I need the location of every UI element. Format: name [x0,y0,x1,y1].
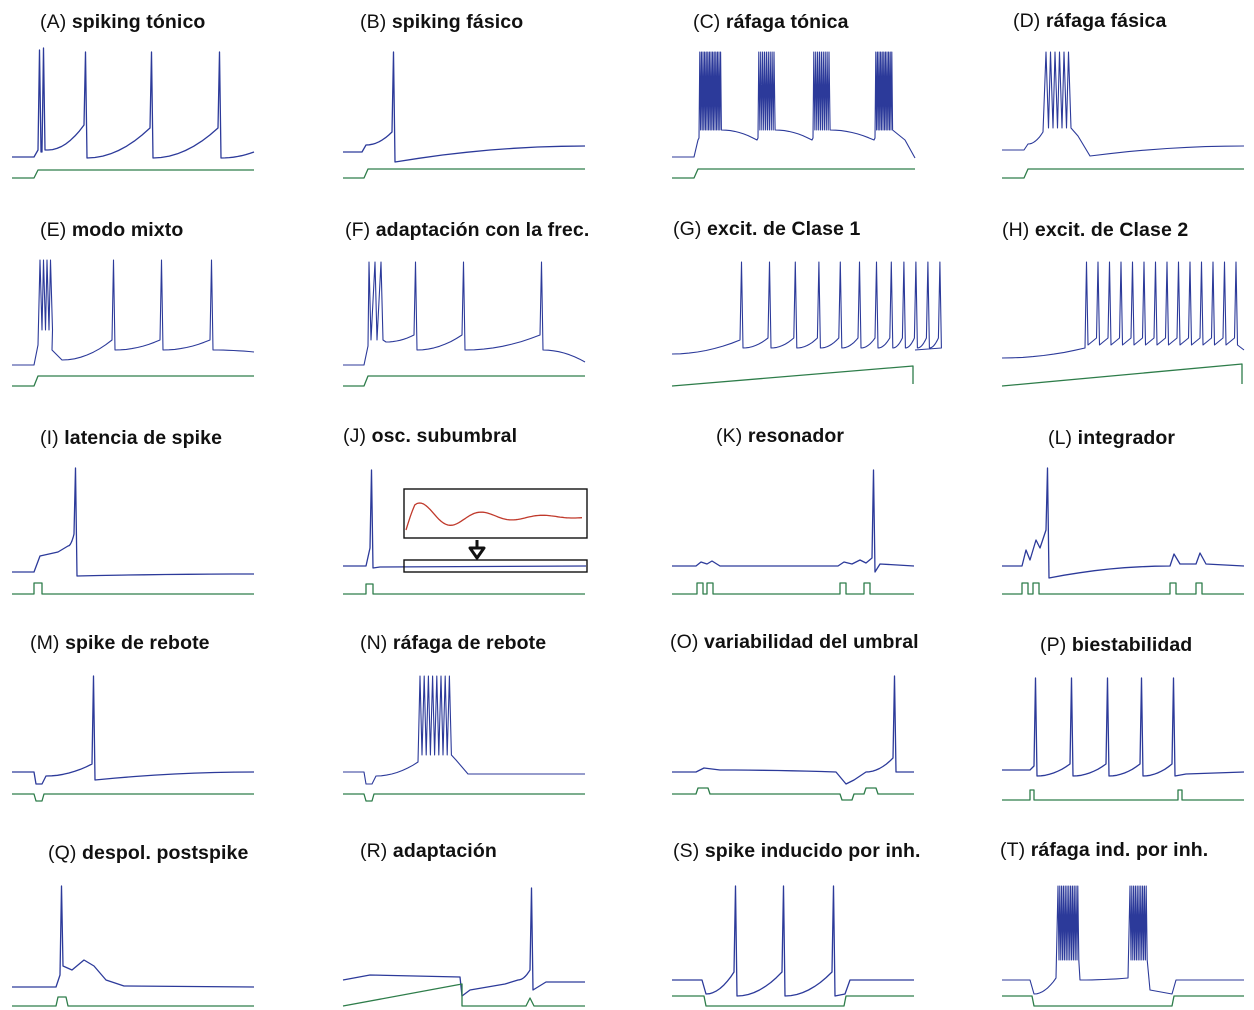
panel-j-inset-trace [405,502,583,531]
panel-title-d: (D) ráfaga fásica [1013,10,1167,32]
panel-d-current-trace [1002,168,1244,179]
panel-g-voltage-trace [671,261,942,355]
panel-i-voltage-trace [12,467,254,577]
panel-title-e: (E) modo mixto [40,219,184,241]
panel-r-voltage-trace [342,887,585,997]
panel-title-f: (F) adaptación con la frec. [345,219,590,241]
panel-title-r: (R) adaptación [360,840,497,862]
panel-j-inset-box [403,488,588,539]
panel-title-h: (H) excit. de Clase 2 [1002,219,1189,241]
panel-title-l: (L) integrador [1048,427,1176,449]
panel-k-current-trace [672,582,914,595]
panel-t-voltage-trace [1002,885,1244,995]
panel-b-voltage-trace [343,51,586,163]
panel-title-o: (O) variabilidad del umbral [670,631,919,653]
panel-title-q: (Q) despol. postspike [48,842,249,864]
panel-e-current-trace [12,375,254,387]
panel-e-voltage-trace [12,259,255,366]
panel-title-g: (G) excit. de Clase 1 [673,218,861,240]
panel-d-voltage-trace [1002,51,1245,157]
panel-q-voltage-trace [12,885,255,988]
panel-h-current-trace [1001,363,1243,387]
panel-a-current-trace [12,169,254,179]
panel-q-current-trace [12,996,254,1007]
panel-title-s: (S) spike inducido por inh. [673,840,921,862]
panel-title-k: (K) resonador [716,425,845,447]
panel-n-voltage-trace [343,675,585,785]
panel-r-current-trace [342,983,585,1007]
panel-title-p: (P) biestabilidad [1040,634,1193,656]
panel-p-current-trace [1002,789,1244,801]
panel-o-voltage-trace [672,675,914,785]
panel-a-voltage-trace [12,47,255,159]
panel-title-m: (M) spike de rebote [30,632,210,654]
panel-title-b: (B) spiking fásico [360,11,524,33]
panel-h-voltage-trace [1001,261,1245,359]
panel-k-voltage-trace [672,469,915,573]
panel-title-c: (C) ráfaga tónica [693,11,849,33]
panel-j-zoom-box [403,559,588,573]
panel-b-current-trace [343,168,585,179]
panel-title-j: (J) osc. subumbral [343,425,518,447]
panel-title-a: (A) spiking tónico [40,11,206,33]
panel-g-current-trace [671,365,914,387]
panel-l-voltage-trace [1002,467,1245,579]
panel-o-current-trace [672,787,914,801]
panel-title-t: (T) ráfaga ind. por inh. [1000,839,1209,861]
panel-t-current-trace [1002,995,1244,1007]
panel-s-voltage-trace [672,885,914,997]
panel-m-current-trace [12,793,254,802]
panel-title-i: (I) latencia de spike [40,427,223,449]
panel-s-current-trace [672,995,914,1007]
panel-j-arrow [468,540,486,560]
panel-c-current-trace [672,168,915,179]
panel-title-n: (N) ráfaga de rebote [360,632,547,654]
panel-f-voltage-trace [343,261,586,366]
panel-j-current-trace [343,583,585,595]
panel-c-voltage-trace [672,51,916,159]
panel-n-current-trace [343,793,585,802]
panel-j-voltage-trace [343,469,587,569]
panel-i-current-trace [12,582,254,595]
panel-f-current-trace [343,375,585,387]
panel-p-voltage-trace [1002,677,1245,777]
panel-l-current-trace [1002,582,1244,595]
panel-m-voltage-trace [12,675,255,785]
